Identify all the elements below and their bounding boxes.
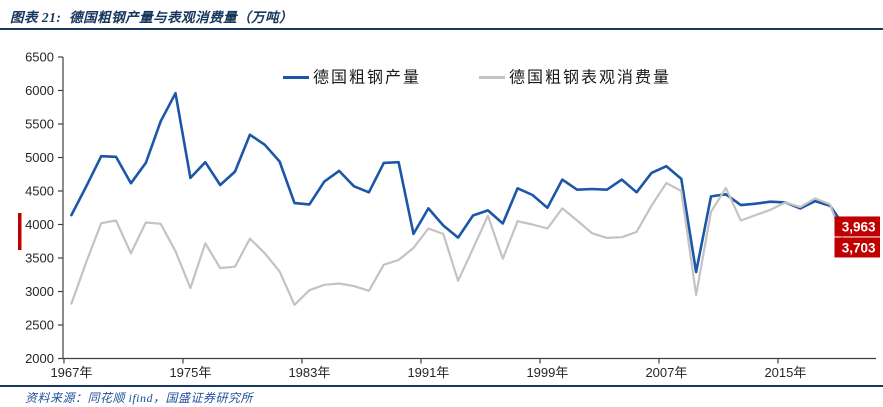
y-tick-label: 3500 (25, 251, 54, 266)
end-label-value-production: 3,963 (842, 219, 876, 234)
x-tick-label: 2015年 (764, 365, 806, 380)
end-label-box-consumption (834, 237, 880, 258)
chart-title: 图表 21: 德国粗钢产量与表观消费量（万吨） (10, 10, 294, 25)
legend-label-production: 德国粗钢产量 (313, 69, 421, 87)
end-label-box-production (834, 216, 880, 237)
x-tick-label: 1991年 (407, 365, 449, 380)
end-label-value-consumption: 3,703 (842, 240, 876, 255)
x-tick-label: 1983年 (288, 365, 330, 380)
title-rule (0, 28, 883, 30)
y-tick-label: 2000 (25, 351, 54, 366)
footer-rule (0, 385, 883, 387)
red-accent-bar (18, 213, 22, 250)
x-tick-label: 2007年 (645, 365, 687, 380)
x-tick-label: 1975年 (169, 365, 211, 380)
y-tick-label: 5000 (25, 150, 54, 165)
x-tick-label: 1967年 (50, 365, 92, 380)
y-tick-label: 4500 (25, 184, 54, 199)
y-tick-label: 6000 (25, 83, 54, 98)
y-tick-label: 5500 (25, 117, 54, 132)
y-tick-label: 2500 (25, 318, 54, 333)
source-note: 资料来源：同花顺 ifind，国盛证券研究所 (25, 391, 254, 405)
production-line (70, 91, 847, 274)
y-tick-label: 6500 (25, 50, 54, 65)
consumption-line (70, 181, 847, 306)
y-tick-label: 4000 (25, 217, 54, 232)
y-tick-label: 3000 (25, 284, 54, 299)
x-tick-label: 1999年 (526, 365, 568, 380)
legend-label-consumption: 德国粗钢表观消费量 (509, 69, 671, 87)
